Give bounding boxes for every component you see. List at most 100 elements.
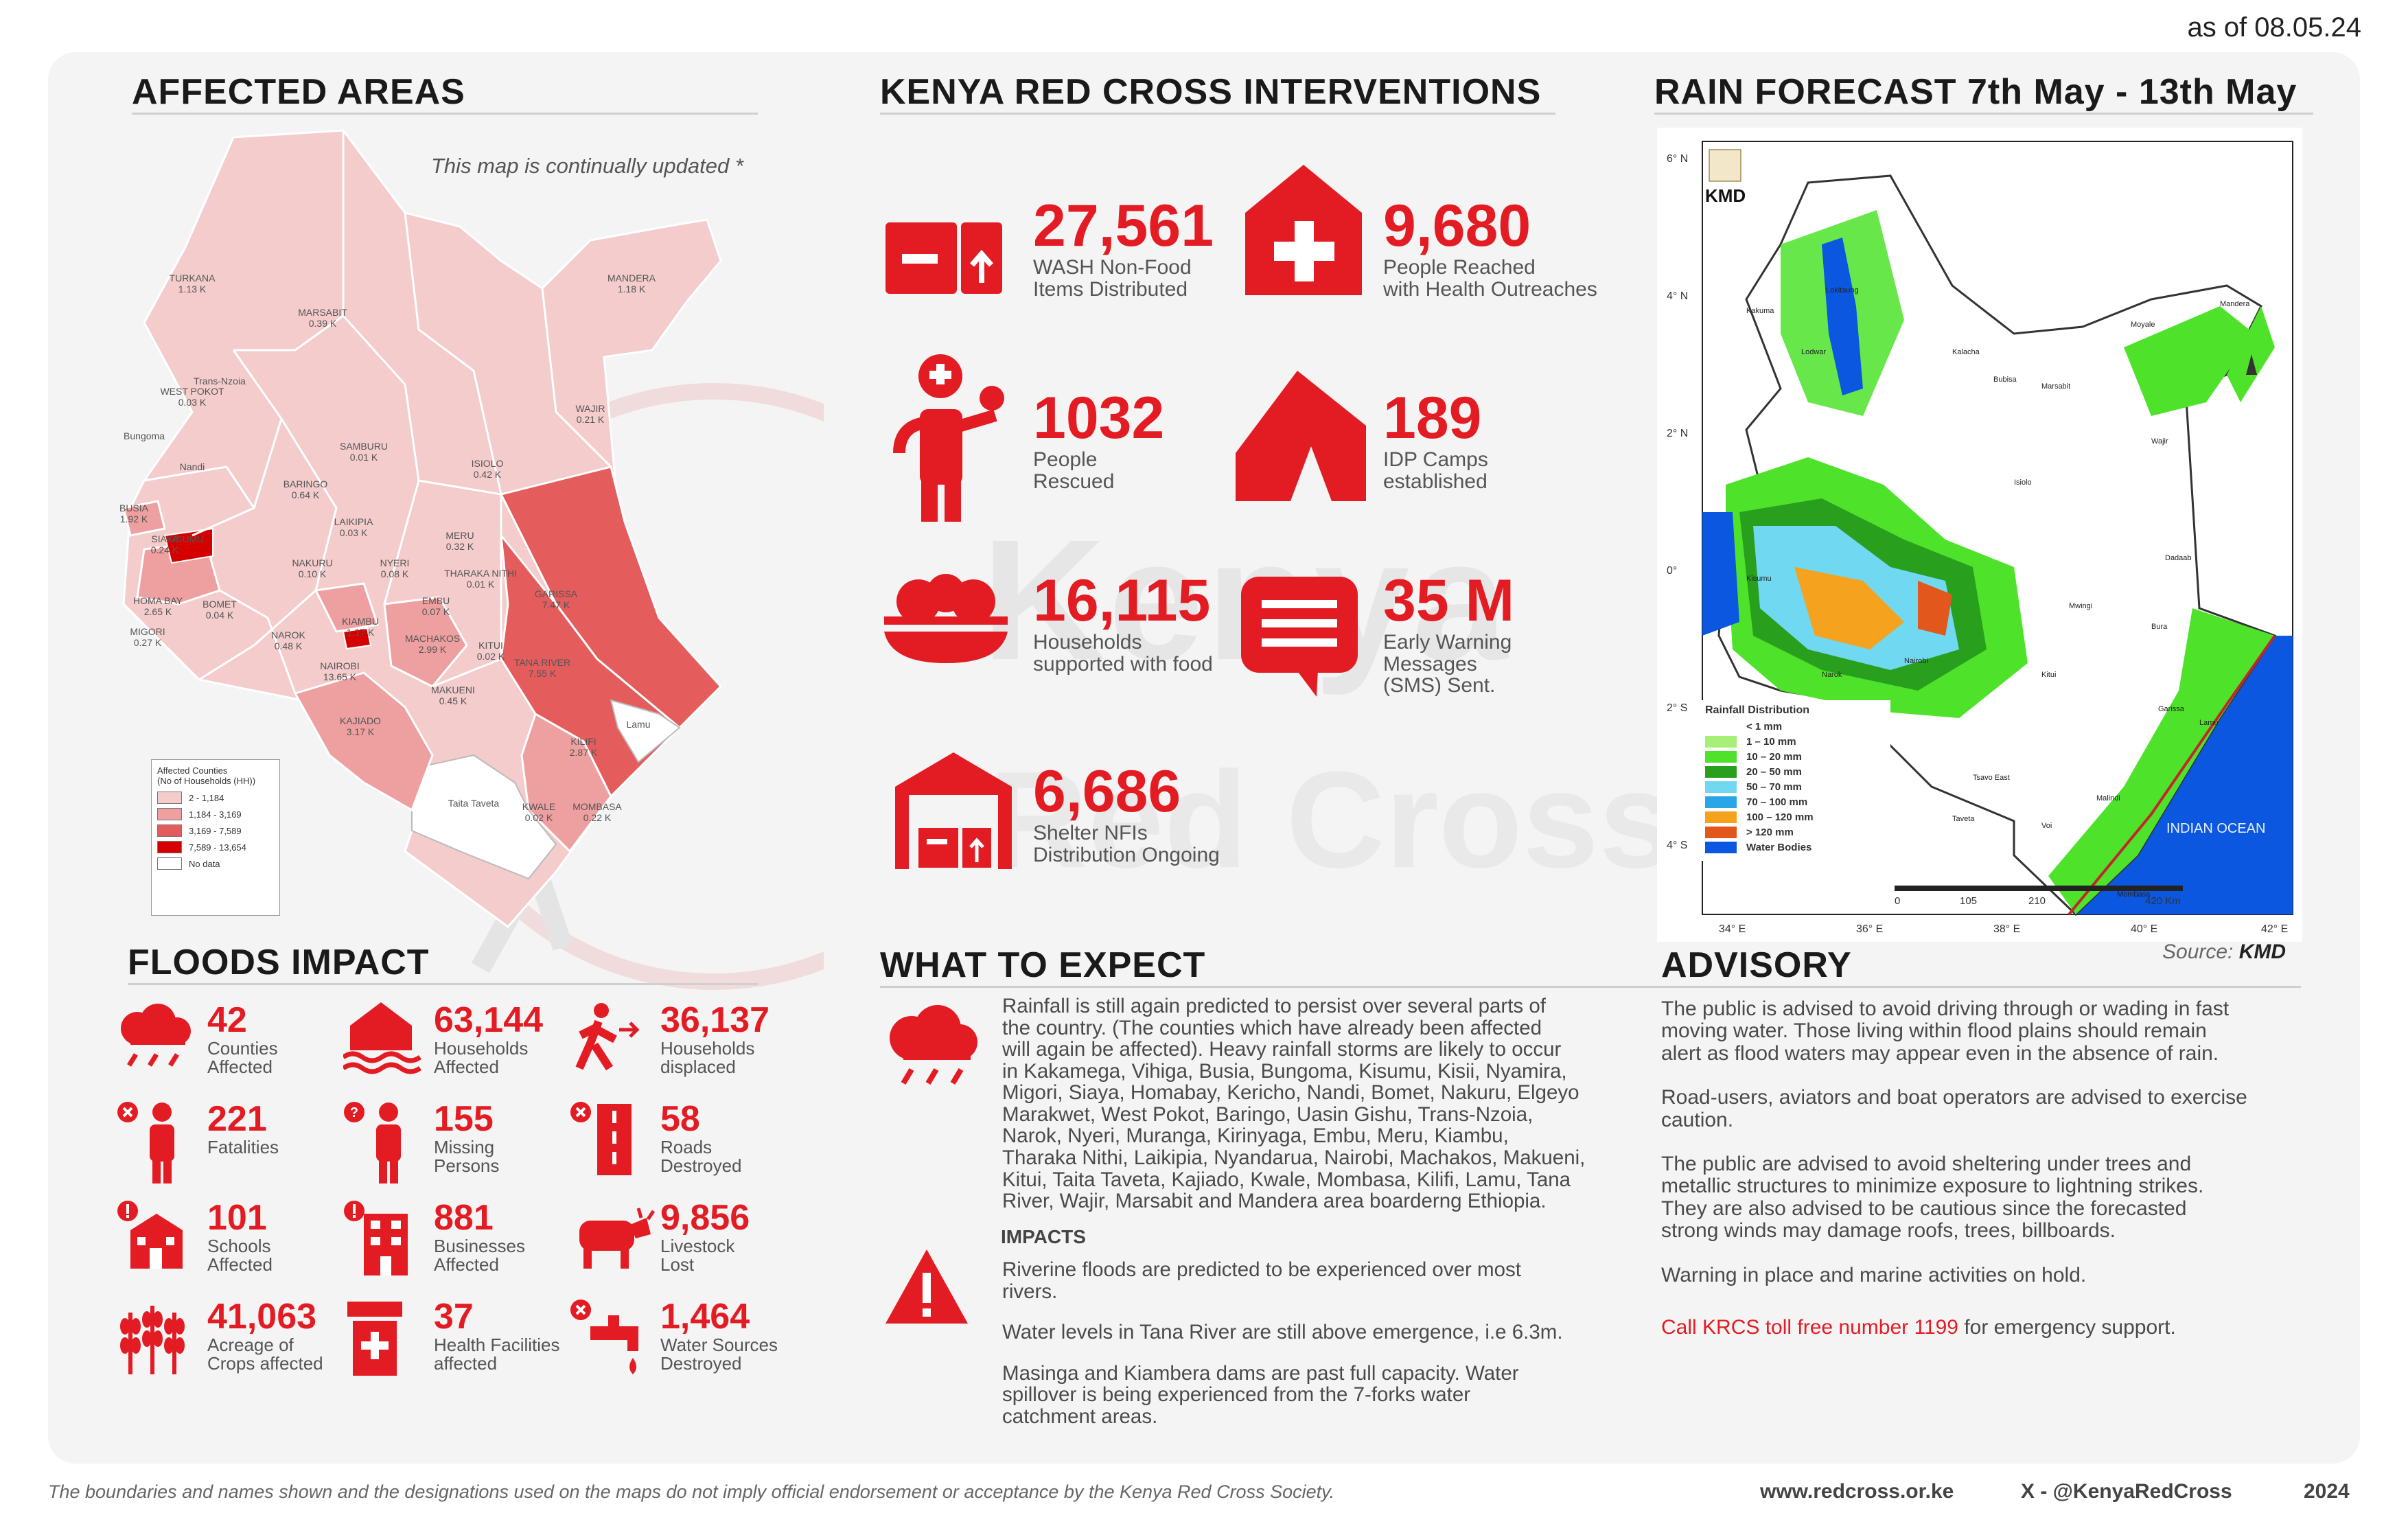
county-value-label: 0.39 K xyxy=(309,318,337,329)
legend-swatch xyxy=(157,841,182,853)
legend-swatch xyxy=(157,792,182,804)
intervention-value: 1032 xyxy=(1033,385,1165,451)
county-name-label: NAROK xyxy=(271,630,305,640)
impact-value: 41,063 xyxy=(207,1297,317,1337)
road-icon xyxy=(570,1102,632,1175)
county-value-label: 0.01 K xyxy=(350,452,378,463)
county-value-label: 0.01 K xyxy=(467,579,495,590)
rainfall-legend-item: 20 – 50 mm xyxy=(1705,766,1884,778)
rainfall-legend-item: 50 – 70 mm xyxy=(1705,781,1884,793)
town-label: Kakuma xyxy=(1746,307,1774,315)
legend-label: 2 - 1,184 xyxy=(189,792,224,803)
advisory-paragraph: Road-users, aviators and boat operators … xyxy=(1661,1086,2247,1131)
longitude-label: 42° E xyxy=(2261,923,2288,935)
impact-label: Roads Destroyed xyxy=(660,1137,742,1177)
warehouse-icon xyxy=(895,752,1012,869)
rainfall-legend-item: < 1 mm xyxy=(1705,721,1884,732)
county-lamu xyxy=(610,699,681,763)
report-date: as of 08.05.24 xyxy=(2187,12,2361,43)
legend-label: No data xyxy=(189,858,220,869)
svg-text:?: ? xyxy=(350,1105,358,1120)
map-place-label: Nandi xyxy=(180,461,205,472)
intervention-label: WASH Non-Food Items Distributed xyxy=(1033,256,1192,301)
impact-label: Acreage of Crops affected xyxy=(207,1335,323,1374)
rainfall-label: 100 – 120 mm xyxy=(1746,811,1814,823)
legend-item: 3,169 - 7,589 xyxy=(157,824,274,837)
intervention-value: 35 M xyxy=(1383,568,1515,634)
impact-value: 9,856 xyxy=(660,1198,750,1238)
impact-label: Livestock Lost xyxy=(660,1236,735,1275)
rain-cloud-icon xyxy=(121,1004,191,1067)
legend-label: 7,589 - 13,654 xyxy=(189,842,246,853)
footer-social-link[interactable]: X - @KenyaRedCross xyxy=(2021,1480,2232,1503)
map-scale-bar: 0 105 210 420 Km xyxy=(1895,886,2183,913)
county-value-label: 0.03 K xyxy=(340,527,368,538)
legend-item: 1,184 - 3,169 xyxy=(157,808,274,820)
rainfall-label: > 120 mm xyxy=(1746,827,1794,838)
impacts-list: Riverine floods are predicted to be expe… xyxy=(1002,1259,1620,1446)
rain-zone-orange xyxy=(1794,567,1904,649)
rainfall-label: 1 – 10 mm xyxy=(1746,736,1796,748)
longitude-label: 40° E xyxy=(2131,923,2157,935)
county-kiambu xyxy=(314,582,379,633)
county-value-label: 7.47 K xyxy=(542,599,570,610)
town-label: Narok xyxy=(1822,671,1842,679)
impact-value: 155 xyxy=(434,1099,494,1139)
county-value-label: 2.99 K xyxy=(419,644,447,655)
county-value-label: 7.55 K xyxy=(529,668,557,679)
text-line: Narok, Nyeri, Muranga, Kirinyaga, Embu, … xyxy=(1002,1124,1509,1148)
county-name-label: TURKANA xyxy=(170,273,216,284)
rainfall-swatch xyxy=(1705,766,1737,778)
interventions-divider xyxy=(880,113,1555,115)
latitude-label: 6° N xyxy=(1667,153,1688,165)
footer-website-link[interactable]: www.redcross.or.ke xyxy=(1760,1480,1954,1503)
intervention-value: 189 xyxy=(1383,385,1482,451)
county-value-label: 0.04 K xyxy=(206,610,234,621)
county-name-label: BOMET xyxy=(202,599,237,610)
footer-year: 2024 xyxy=(2304,1480,2350,1503)
impact-label: Households Affected xyxy=(434,1038,529,1078)
town-label: Dadaab xyxy=(2165,554,2192,562)
rainfall-label: Water Bodies xyxy=(1746,842,1812,853)
county-value-label: 0.48 K xyxy=(275,640,303,651)
county-name-label: HOMA BAY xyxy=(133,595,183,606)
county-taita-taveta xyxy=(411,754,557,880)
county-name-label: KWALE xyxy=(522,801,556,812)
message-icon xyxy=(1241,577,1358,697)
text-line: Rainfall is still again predicted to per… xyxy=(1002,995,1546,1017)
rainfall-swatch xyxy=(1705,781,1737,793)
legend-label: 3,169 - 7,589 xyxy=(189,825,242,836)
impact-value: 58 xyxy=(660,1099,700,1139)
lake-victoria xyxy=(1702,512,1739,636)
rainfall-legend-item: 100 – 120 mm xyxy=(1705,811,1884,823)
county-value-label: 1.13 K xyxy=(178,284,207,295)
text-line: in Kakamega, Vihiga, Busia, Bungoma, Kis… xyxy=(1002,1059,1567,1083)
county-name-label: KIAMBU xyxy=(342,616,379,627)
town-label: Wajir xyxy=(2151,437,2168,446)
county-name-label: SAMBURU xyxy=(340,441,388,452)
displaced-person-icon xyxy=(575,1003,640,1071)
county-value-label: 1.92 K xyxy=(120,513,148,524)
town-label: Lamu xyxy=(2199,719,2219,727)
longitude-label: 36° E xyxy=(1856,923,1883,935)
food-bowl-icon xyxy=(884,574,1008,663)
county-value-label: 2.65 K xyxy=(144,606,172,617)
text-line: Migori, Siaya, Homabay, Kericho, Nandi, … xyxy=(1002,1081,1579,1105)
text-line: River, Wajir, Marsabit and Mandera area … xyxy=(1002,1190,1547,1213)
business-icon xyxy=(344,1201,408,1275)
text-line: Marakwet, West Pokot, Baringo, Uasin Gis… xyxy=(1002,1102,1533,1126)
impact-value: 36,137 xyxy=(660,1000,770,1040)
town-label: Voi xyxy=(2041,822,2052,830)
county-value-label: 0.08 K xyxy=(381,568,409,579)
affected-areas-divider xyxy=(132,113,758,115)
rainfall-swatch xyxy=(1705,751,1737,763)
county-value-label: 3.17 K xyxy=(347,726,375,737)
intervention-value: 6,686 xyxy=(1033,759,1181,824)
impact-value: 1,464 xyxy=(660,1297,750,1337)
indian-ocean xyxy=(2076,636,2293,914)
impact-value: 42 xyxy=(207,1000,247,1040)
tent-icon xyxy=(1236,371,1366,501)
forecast-description: Rainfall is still again predicted to per… xyxy=(1002,995,1627,1212)
county-name-label: MERU xyxy=(445,530,474,541)
town-label: Lodwar xyxy=(1801,348,1826,356)
